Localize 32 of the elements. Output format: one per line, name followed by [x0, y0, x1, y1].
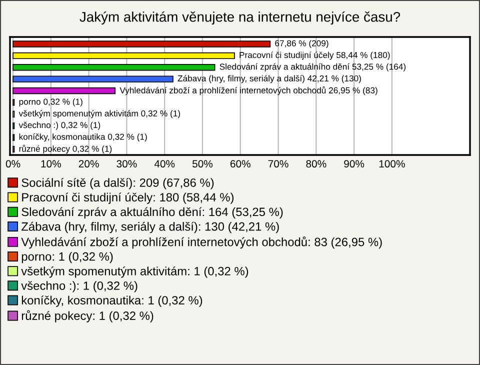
legend-label: všetkým spomenutým aktivitám: 1 (0,32 %)	[21, 266, 248, 278]
chart-title: Jakým aktivitám věnujete na internetu nejvíce času?	[80, 11, 400, 25]
data-label: Pracovní či studijní účely 58,44 % (180)	[240, 52, 390, 60]
data-label: koníčky, kosmonautika 0,32 % (1)	[19, 133, 147, 142]
legend-label: všechno :): 1 (0,32 %)	[21, 281, 138, 292]
x-tick-label: 30%	[116, 160, 137, 168]
x-tick-label: 40%	[154, 160, 175, 168]
legend-label: různé pokecy: 1 (0,32 %)	[22, 310, 154, 322]
x-tick-label: 90%	[344, 160, 364, 168]
data-label: různé pokecy 0,32 % (1)	[19, 144, 112, 154]
data-label: všetkým spomenutým aktivitám 0,32 % (1)	[18, 110, 180, 118]
x-tick-label: 80%	[306, 160, 326, 168]
x-tick-label: 0%	[6, 160, 20, 168]
data-label: porno 0,32 % (1)	[19, 98, 82, 106]
x-tick-label: 10%	[41, 160, 61, 168]
data-label: Sledování zpráv a aktuálního dění 53,25 % (164)	[220, 63, 406, 72]
data-label: Zábava (hry, filmy, seriály a další) 42,21 % (130)	[178, 74, 361, 84]
data-label: Vyhledávání zboží a prohlížení internetových obchodů 26,95 % (83)	[120, 86, 378, 96]
legend-label: Zábava (hry, filmy, seriály a další): 130 (42,21 %)	[22, 222, 279, 234]
legend-label: Vyhledávání zboží a prohlížení internetových obchodů: 83 (26,95 %)	[21, 236, 382, 249]
data-label: všechno :) 0,32 % (1)	[18, 122, 100, 130]
x-tick-label: 70%	[268, 160, 288, 168]
legend-label: Sociální sítě (a další): 209 (67,86 %)	[22, 178, 214, 190]
legend-label: Sledování zpráv a aktuálního dění: 164 (53,25 %)	[22, 207, 283, 219]
legend-label: Pracovní či studijní účely: 180 (58,44 %)	[22, 192, 234, 204]
legend-label: porno: 1 (0,32 %)	[22, 252, 113, 264]
x-tick-label: 60%	[230, 160, 250, 168]
x-tick-label: 20%	[78, 160, 99, 168]
x-tick-label: 50%	[192, 160, 213, 168]
legend-label: koníčky, kosmonautika: 1 (0,32 %)	[22, 296, 202, 307]
x-tick-label: 100%	[379, 160, 405, 168]
data-label: 67,86 % (209)	[275, 40, 328, 48]
